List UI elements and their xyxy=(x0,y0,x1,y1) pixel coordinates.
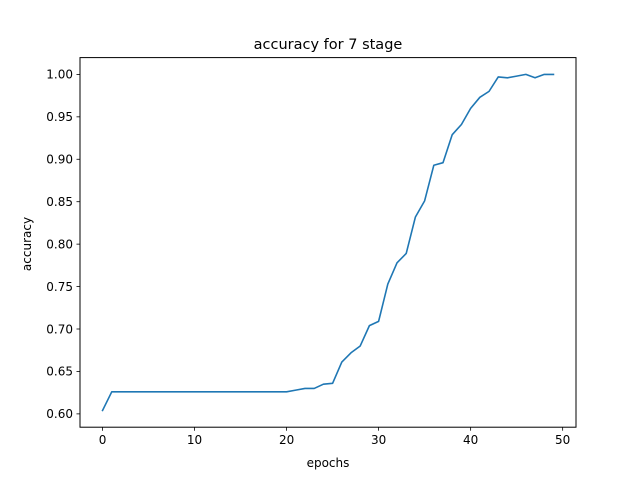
data-point xyxy=(396,262,398,264)
data-point xyxy=(139,391,141,393)
y-tick-label: 0.70 xyxy=(46,322,73,336)
x-axis-label: epochs xyxy=(307,456,350,470)
data-point xyxy=(359,345,361,347)
data-point xyxy=(111,391,113,393)
y-tick-label: 0.85 xyxy=(46,195,73,209)
data-point xyxy=(442,162,444,164)
data-point xyxy=(433,164,435,166)
data-point xyxy=(424,200,426,202)
y-axis: 0.60 0.65 0.70 0.75 0.80 0.85 0.90 0.95 1.00 xyxy=(46,68,80,421)
data-point xyxy=(295,389,297,391)
y-tick-label: 0.75 xyxy=(46,280,73,294)
data-point xyxy=(203,391,205,393)
data-point xyxy=(470,108,472,110)
data-point xyxy=(120,391,122,393)
y-tick-label: 0.80 xyxy=(46,237,73,251)
x-tick-label: 20 xyxy=(279,433,294,447)
data-point xyxy=(378,321,380,323)
data-point xyxy=(148,391,150,393)
data-point xyxy=(387,283,389,285)
x-axis: 0 10 20 30 40 50 xyxy=(99,427,570,447)
data-point xyxy=(249,391,251,393)
data-point xyxy=(553,74,555,76)
data-point xyxy=(129,391,131,393)
data-point xyxy=(369,325,371,327)
data-point xyxy=(323,383,325,385)
series-layer xyxy=(101,73,555,412)
x-tick-label: 30 xyxy=(371,433,386,447)
y-tick-label: 0.60 xyxy=(46,407,73,421)
data-point xyxy=(240,391,242,393)
data-point xyxy=(166,391,168,393)
data-point xyxy=(221,391,223,393)
data-point xyxy=(194,391,196,393)
data-point xyxy=(543,74,545,76)
data-point xyxy=(405,253,407,255)
data-point xyxy=(258,391,260,393)
y-tick-label: 0.65 xyxy=(46,365,73,379)
data-point xyxy=(415,216,417,218)
data-point xyxy=(341,361,343,363)
series-line xyxy=(101,73,555,412)
data-point xyxy=(313,388,315,390)
data-point xyxy=(332,383,334,385)
data-point xyxy=(212,391,214,393)
data-point xyxy=(286,391,288,393)
data-point xyxy=(497,76,499,78)
x-tick-label: 50 xyxy=(555,433,570,447)
y-axis-label: accuracy xyxy=(20,217,34,271)
data-point xyxy=(304,388,306,390)
data-point xyxy=(516,75,518,77)
x-tick-label: 0 xyxy=(99,433,107,447)
data-point xyxy=(534,77,536,79)
data-point xyxy=(102,410,104,412)
data-point xyxy=(507,77,509,79)
data-point xyxy=(231,391,233,393)
data-point xyxy=(267,391,269,393)
x-tick-label: 40 xyxy=(463,433,478,447)
y-tick-label: 1.00 xyxy=(46,68,73,82)
data-point xyxy=(525,74,527,76)
data-point xyxy=(157,391,159,393)
data-point xyxy=(488,91,490,93)
data-point xyxy=(185,391,187,393)
data-point xyxy=(451,134,453,136)
y-tick-label: 0.95 xyxy=(46,110,73,124)
data-point xyxy=(277,391,279,393)
data-point xyxy=(479,97,481,99)
x-tick-label: 10 xyxy=(187,433,202,447)
chart-title: accuracy for 7 stage xyxy=(254,37,403,53)
plot-frame xyxy=(79,57,577,428)
data-point xyxy=(175,391,177,393)
data-point xyxy=(350,352,352,354)
data-point xyxy=(461,124,463,126)
y-tick-label: 0.90 xyxy=(46,153,73,167)
